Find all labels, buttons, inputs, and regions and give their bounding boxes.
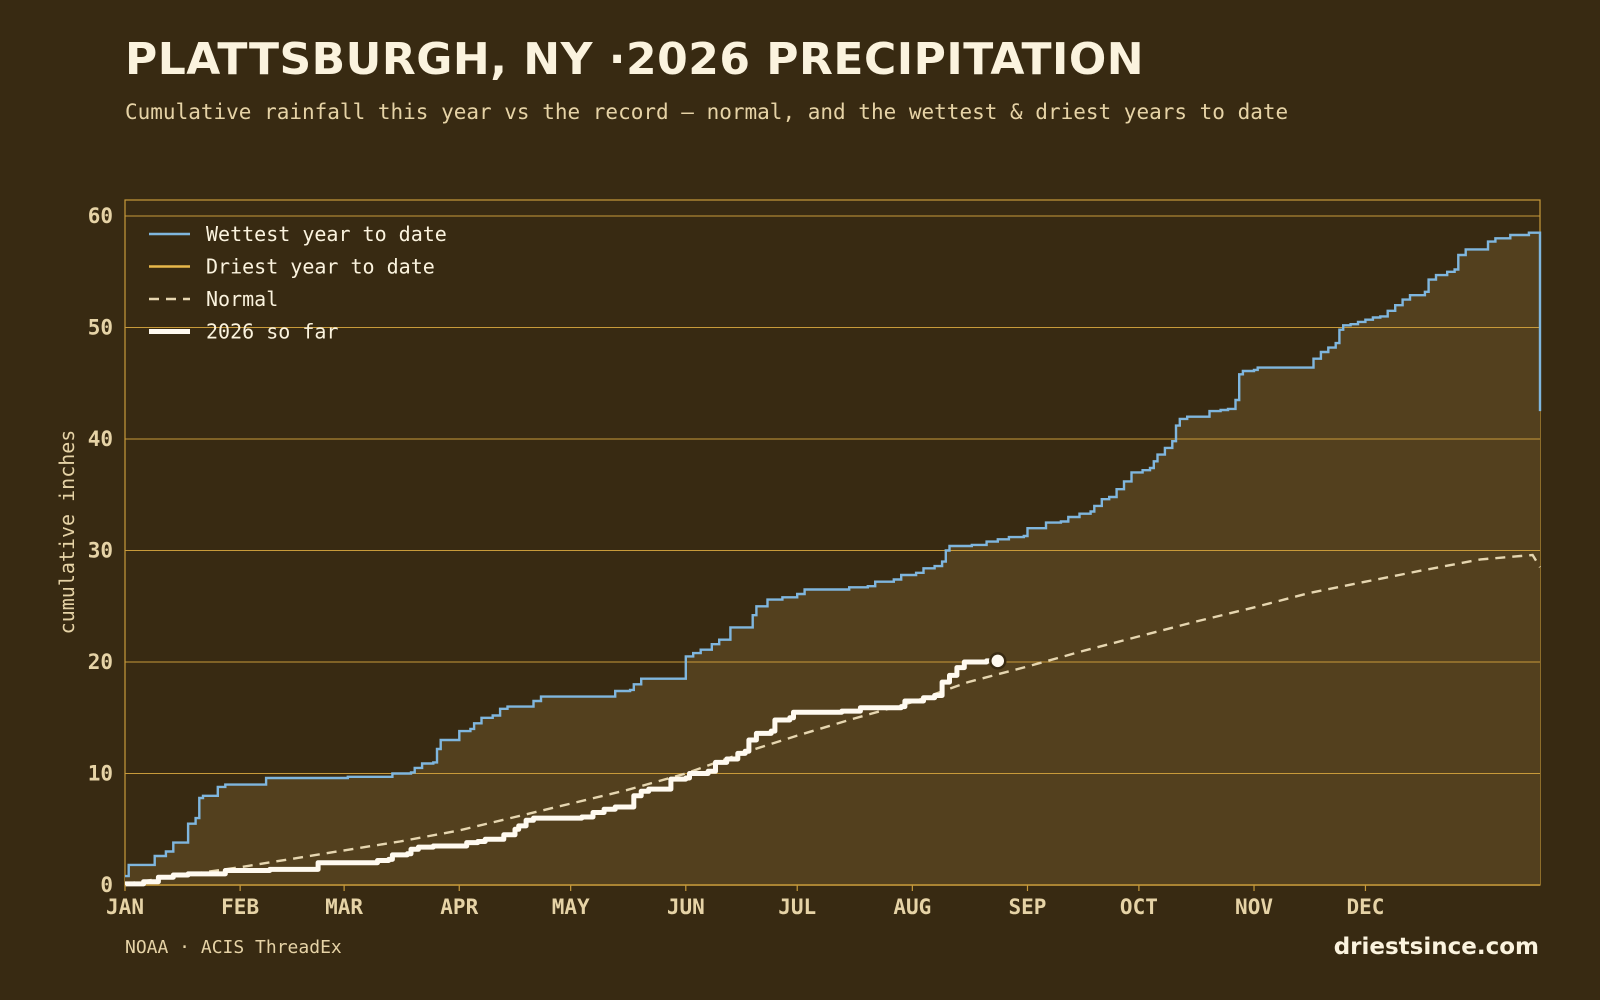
y-tick-label: 50 [88,316,113,340]
x-tick-label: OCT [1120,895,1158,919]
x-tick-label: JAN [106,895,144,919]
y-tick-label: 40 [88,427,113,451]
chart-legend: Wettest year to date Driest year to date N… [149,222,447,344]
current-year-line [125,658,998,887]
x-tick-label: JUL [778,895,816,919]
grid-layer [125,215,1540,886]
page-subtitle: Cumulative rainfall this year vs the rec… [125,100,1289,124]
legend-label-driest: Driest year to date [206,255,435,279]
x-tick-label: DEC [1346,895,1384,919]
y-tick-label: 10 [88,762,113,786]
current-marker [989,652,1007,670]
x-tick-label: MAR [325,895,363,919]
x-tick-label: AUG [893,895,931,919]
series-layer [124,231,1542,887]
y-axis-label: cumulative inches [55,430,79,635]
x-tick-label: SEP [1009,895,1047,919]
wettest-line [125,231,1542,878]
legend-label-normal: Normal [206,287,278,311]
x-tick-label: MAY [552,895,590,919]
fill-layer [125,232,1540,885]
legend-label-wettest: Wettest year to date [206,222,447,246]
y-tick-label: 20 [88,650,113,674]
y-tick-label: 0 [100,873,113,897]
site-link[interactable]: driestsince.com [1333,934,1539,960]
y-tick-label: 30 [88,539,113,563]
x-tick-label: JUN [667,895,705,919]
page-title: PLATTSBURGH, NY ·2026 PRECIPITATION [125,34,1145,85]
source-note: NOAA · ACIS ThreadEx [125,937,342,958]
normal-line [124,553,1542,886]
x-tick-label: NOV [1235,895,1273,919]
axis-layer: 0 10 20 30 40 50 60 JAN FEB MAR APR MAY JUN JUL AUG SEP… [88,204,1385,919]
y-tick-label: 60 [88,204,113,228]
wettest-area-fill [125,232,1540,885]
legend-label-current: 2026 so far [206,320,338,344]
x-tick-label: FEB [221,895,259,919]
x-tick-label: APR [440,895,478,919]
